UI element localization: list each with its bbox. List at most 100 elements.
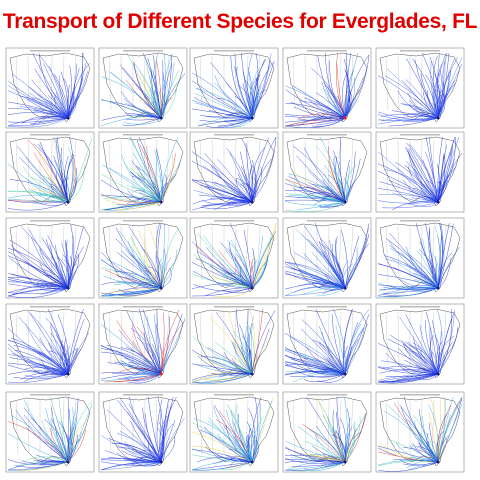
map-panel	[282, 303, 372, 385]
state-border	[154, 225, 158, 281]
panel-frame	[282, 303, 372, 385]
trajectory	[160, 313, 183, 375]
trajectory	[314, 222, 346, 289]
state-border	[27, 55, 30, 111]
source-point	[436, 116, 440, 120]
coastline	[102, 222, 184, 293]
trajectory	[301, 319, 346, 375]
trajectory	[377, 373, 439, 384]
trajectory	[191, 72, 253, 119]
state-border	[108, 311, 112, 367]
trajectory	[159, 265, 165, 289]
trajectory	[160, 249, 178, 289]
trajectory	[421, 52, 439, 119]
trajectory	[54, 95, 69, 119]
trajectory	[130, 420, 162, 463]
trajectory	[343, 58, 350, 119]
trajectory	[134, 166, 162, 203]
trajectory	[13, 373, 69, 380]
panel-caption-bar	[123, 220, 163, 222]
state-border	[108, 399, 112, 455]
trajectory	[67, 224, 75, 289]
state-border	[211, 311, 214, 367]
trajectory	[342, 73, 348, 119]
source-point	[250, 286, 254, 290]
trajectory	[399, 316, 439, 375]
trajectory	[393, 459, 439, 463]
trajectory	[405, 79, 439, 119]
state-border	[385, 311, 389, 367]
trajectory	[302, 423, 346, 463]
coastline	[286, 136, 368, 207]
trajectory	[426, 432, 439, 463]
trajectory	[420, 187, 439, 203]
state-border	[349, 225, 354, 281]
state-border	[211, 225, 214, 281]
trajectory	[40, 287, 69, 295]
state-border	[245, 55, 249, 111]
trajectory	[220, 242, 253, 289]
state-border	[256, 139, 261, 195]
trajectory	[218, 373, 253, 378]
trajectory	[136, 337, 162, 375]
trajectory	[298, 355, 346, 375]
trajectory	[125, 373, 162, 382]
trajectory	[9, 239, 69, 289]
trajectory	[251, 52, 259, 119]
map-panel	[282, 217, 372, 299]
trajectory	[251, 430, 257, 463]
map-panel	[375, 217, 465, 299]
source-point	[159, 286, 163, 290]
trajectory	[303, 373, 346, 383]
trajectory	[160, 396, 174, 463]
trajectory	[437, 399, 441, 463]
trajectory	[152, 344, 162, 375]
trajectory	[160, 405, 168, 463]
trajectory	[303, 253, 346, 289]
trajectory	[53, 136, 69, 203]
trajectory	[130, 136, 162, 203]
trajectory	[10, 244, 69, 289]
trajectory	[15, 461, 69, 471]
trajectory	[191, 273, 253, 289]
trajectory	[284, 287, 346, 296]
trajectory	[100, 179, 162, 203]
trajectory	[284, 370, 346, 375]
map-panel	[98, 217, 188, 299]
trajectory	[377, 263, 439, 289]
trajectory	[191, 179, 253, 203]
trajectory	[332, 243, 346, 289]
trajectory	[9, 357, 69, 375]
state-border	[304, 55, 307, 111]
trajectory	[157, 396, 164, 463]
trajectory	[377, 284, 439, 289]
trajectory	[336, 396, 346, 463]
trajectory	[409, 143, 439, 203]
trajectory	[251, 256, 269, 289]
source-point	[159, 460, 163, 464]
trajectory	[67, 349, 78, 375]
trajectory	[8, 198, 69, 203]
trajectory	[429, 56, 440, 119]
trajectory	[229, 222, 253, 289]
panel-frame	[5, 131, 95, 213]
trajectory	[284, 179, 346, 203]
trajectory	[289, 194, 346, 203]
trajectory	[154, 52, 162, 119]
trajectory	[194, 93, 253, 119]
trajectory	[342, 346, 349, 375]
state-border	[385, 225, 389, 281]
trajectory	[191, 461, 253, 471]
trajectory	[129, 237, 162, 289]
trajectory	[381, 201, 439, 209]
trajectory	[251, 59, 267, 119]
source-point	[250, 372, 254, 376]
trajectory	[344, 54, 370, 119]
trajectory	[139, 308, 162, 375]
trajectory	[436, 52, 447, 119]
trajectory	[335, 156, 346, 203]
trajectory	[11, 353, 69, 375]
trajectory	[160, 435, 176, 463]
trajectory	[284, 190, 346, 203]
trajectory	[323, 164, 346, 203]
